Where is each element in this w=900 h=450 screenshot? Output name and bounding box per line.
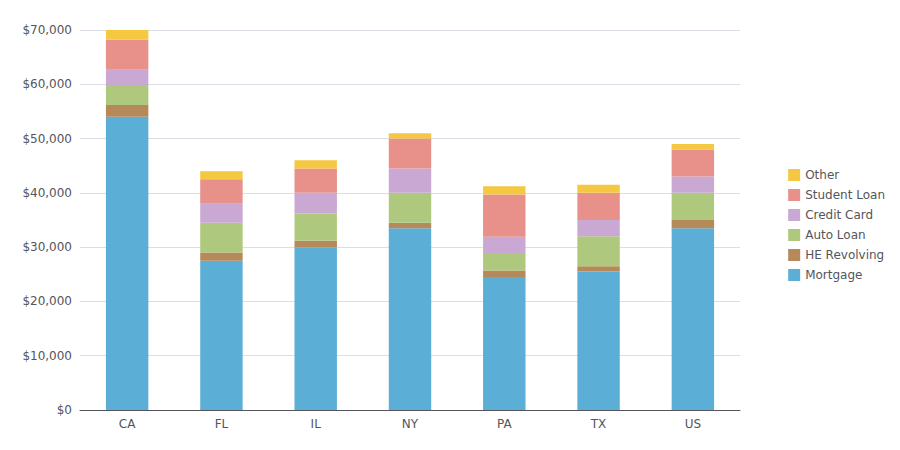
svg-text:$40,000: $40,000 — [22, 186, 72, 200]
svg-text:PA: PA — [497, 417, 512, 431]
svg-text:Mortgage: Mortgage — [805, 268, 862, 282]
svg-text:US: US — [685, 417, 701, 431]
svg-text:TX: TX — [590, 417, 607, 431]
svg-text:Credit Card: Credit Card — [805, 208, 873, 222]
svg-text:$0: $0 — [57, 403, 72, 417]
svg-text:$20,000: $20,000 — [22, 294, 72, 308]
svg-text:Student Loan: Student Loan — [805, 188, 885, 202]
svg-text:CA: CA — [119, 417, 136, 431]
svg-text:NY: NY — [402, 417, 419, 431]
svg-text:$50,000: $50,000 — [22, 132, 72, 146]
svg-text:HE Revolving: HE Revolving — [805, 248, 884, 262]
svg-text:Other: Other — [805, 168, 839, 182]
svg-text:$70,000: $70,000 — [22, 23, 72, 37]
svg-text:$60,000: $60,000 — [22, 77, 72, 91]
svg-text:Auto Loan: Auto Loan — [805, 228, 865, 242]
svg-text:$10,000: $10,000 — [22, 349, 72, 363]
svg-text:FL: FL — [215, 417, 229, 431]
svg-text:$30,000: $30,000 — [22, 240, 72, 254]
svg-text:IL: IL — [311, 417, 322, 431]
